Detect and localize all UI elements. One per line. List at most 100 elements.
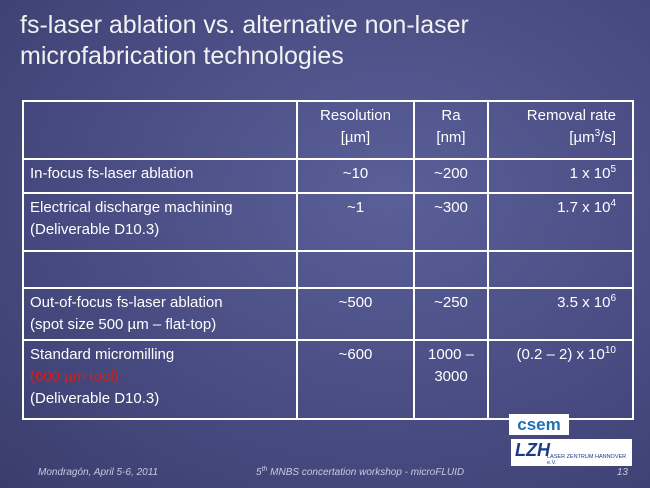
cell-line: 1000 – — [421, 344, 481, 366]
text: [nm] — [436, 129, 466, 146]
text: (0.2 – 2) x 10 — [516, 346, 605, 363]
table-cell: 1000 – 3000 — [413, 339, 489, 420]
cell-line: Out-of-focus fs-laser ablation — [30, 292, 290, 314]
cell-line: 1.7 x 104 — [495, 197, 616, 219]
footer-center: 5th MNBS concertation workshop - microFL… — [256, 466, 465, 478]
superscript: 4 — [610, 198, 616, 209]
text: Removal rate — [526, 107, 616, 124]
slide-title: fs-laser ablation vs. alternative non-la… — [20, 10, 469, 72]
text: (Deliverable D10.3) — [30, 390, 160, 407]
table-cell: Out-of-focus fs-laser ablation (spot size… — [22, 287, 298, 341]
text: 5 — [256, 467, 262, 478]
table-cell: Ra [nm] — [413, 100, 489, 160]
text: In-focus fs-laser ablation — [30, 165, 194, 182]
text: 1.7 x 10 — [557, 199, 611, 216]
text: (Deliverable D10.3) — [30, 221, 160, 238]
cell-line: Removal rate — [495, 105, 616, 127]
text: (600 µm tool) — [30, 368, 119, 385]
text: (spot size 500 µm – flat-top) — [30, 316, 217, 333]
cell-line: [µm] — [304, 127, 407, 149]
table-cell: ~600 — [296, 339, 415, 420]
table-cell — [296, 250, 415, 289]
text: Resolution — [320, 107, 391, 124]
cell-line: ~10 — [304, 163, 407, 185]
text: Ra — [441, 107, 461, 124]
cell-line: [µm3/s] — [495, 127, 616, 149]
table-cell: (0.2 – 2) x 1010 — [487, 339, 634, 420]
table-row: Standard micromilling (600 µm tool) (Deliv… — [22, 339, 634, 420]
superscript: 10 — [604, 345, 616, 356]
table-cell: In-focus fs-laser ablation — [22, 158, 298, 194]
table-cell: Resolution [µm] — [296, 100, 415, 160]
csem-logo: csem — [509, 414, 569, 435]
cell-line: (0.2 – 2) x 1010 — [495, 344, 616, 366]
table-cell: ~500 — [296, 287, 415, 341]
cell-line: [nm] — [421, 127, 481, 149]
text: ~200 — [434, 165, 468, 182]
table-cell: 1.7 x 104 — [487, 192, 634, 252]
cell-line: (Deliverable D10.3) — [30, 219, 290, 241]
table-cell: ~250 — [413, 287, 489, 341]
table-row: In-focus fs-laser ablation ~10 ~200 1 x 105 — [22, 158, 634, 194]
title-line: microfabrication technologies — [20, 42, 344, 70]
cell-line: In-focus fs-laser ablation — [30, 163, 290, 185]
cell-line: Resolution — [304, 105, 407, 127]
cell-line: Electrical discharge machining — [30, 197, 290, 219]
text: Electrical discharge machining — [30, 199, 233, 216]
text: ~10 — [342, 165, 369, 182]
lzh-mark: LZH — [515, 440, 550, 460]
cell-line: ~250 — [421, 292, 481, 314]
text: ~250 — [434, 294, 468, 311]
cell-line: ~1 — [304, 197, 407, 219]
table-cell — [22, 100, 298, 160]
table-cell: ~1 — [296, 192, 415, 252]
text: [µm — [569, 129, 595, 146]
text: 3000 — [434, 368, 468, 385]
table-cell: Removal rate [µm3/s] — [487, 100, 634, 160]
cell-line: (600 µm tool) — [30, 366, 290, 388]
title-line: fs-laser ablation vs. alternative non-la… — [20, 11, 469, 39]
cell-line: (Deliverable D10.3) — [30, 388, 290, 410]
cell-line: ~600 — [304, 344, 407, 366]
superscript: 3 — [594, 128, 601, 139]
text: ~600 — [338, 346, 373, 363]
text: Standard micromilling — [30, 346, 175, 363]
text: Out-of-focus fs-laser ablation — [30, 294, 223, 311]
table-cell: Standard micromilling (600 µm tool) (Deliv… — [22, 339, 298, 420]
lzh-logo: LZH LASER ZENTRUM HANNOVER e.V. — [511, 439, 632, 466]
text: ~500 — [338, 294, 373, 311]
cell-line: 1 x 105 — [495, 163, 616, 185]
cell-line: 3000 — [421, 366, 481, 388]
superscript: 5 — [610, 164, 616, 175]
cell-line: Ra — [421, 105, 481, 127]
cell-line: 3.5 x 106 — [495, 292, 616, 314]
text: /s] — [600, 129, 616, 146]
table-cell: Electrical discharge machining (Deliverab… — [22, 192, 298, 252]
table-cell: 1 x 105 — [487, 158, 634, 194]
page-number: 13 — [616, 467, 628, 478]
cell-line: ~300 — [421, 197, 481, 219]
table-cell: ~300 — [413, 192, 489, 252]
table-cell — [22, 250, 298, 289]
text: MNBS concertation workshop - microFLUID — [267, 467, 465, 478]
table-row: Out-of-focus fs-laser ablation (spot size… — [22, 287, 634, 341]
table-row — [22, 250, 634, 289]
cell-line: Standard micromilling — [30, 344, 290, 366]
table-cell — [487, 250, 634, 289]
lzh-subtitle: LASER ZENTRUM HANNOVER e.V. — [547, 454, 627, 466]
footer-left: Mondragón, April 5-6, 2011 — [38, 467, 159, 478]
comparison-table: Resolution [µm] Ra [nm] Removal rate [µm3/s] I… — [22, 100, 634, 420]
table-row: Resolution [µm] Ra [nm] Removal rate [µm3/s] — [22, 100, 634, 160]
text: 1000 – — [428, 346, 474, 363]
table-cell: ~10 — [296, 158, 415, 194]
text: [µm] — [340, 129, 371, 146]
table-row: Electrical discharge machining (Deliverab… — [22, 192, 634, 252]
table-cell: ~200 — [413, 158, 489, 194]
text: 3.5 x 10 — [557, 294, 611, 311]
text: ~300 — [434, 199, 468, 216]
superscript: th — [261, 466, 268, 473]
cell-line: ~200 — [421, 163, 481, 185]
cell-line: ~500 — [304, 292, 407, 314]
text: ~1 — [346, 199, 365, 216]
